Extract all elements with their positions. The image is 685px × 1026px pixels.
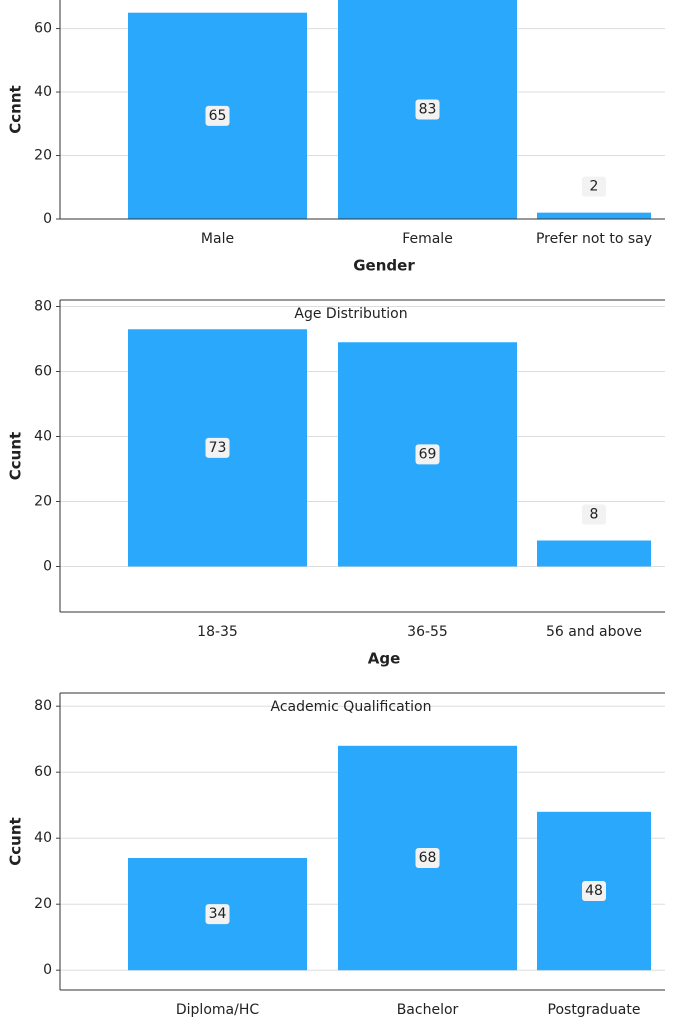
chart-title: Academic Qualification [271,699,432,715]
value-label-box [582,881,606,901]
y-tick-label: 20 [34,896,52,912]
y-tick-label: 0 [43,962,52,978]
x-tick-label: 56 and above [546,624,642,640]
value-label: 8 [590,507,599,523]
value-label-box [582,176,606,197]
y-tick-label: 60 [34,21,52,37]
value-label: 48 [585,883,603,899]
value-label: 73 [209,440,227,456]
value-label-box [582,504,606,525]
x-tick-label: Diploma/HC [176,1002,259,1018]
value-label: 83 [419,102,437,118]
value-label: 69 [419,446,437,462]
y-tick-label: 60 [34,764,52,780]
value-label-box [205,437,230,458]
y-tick-label: 80 [34,698,52,714]
y-tick-label: 40 [34,84,52,100]
value-label: 2 [590,179,599,195]
y-tick-label: 40 [34,830,52,846]
y-tick-label: 80 [34,299,52,315]
value-label-box [415,99,440,120]
y-tick-label: 0 [43,559,52,575]
x-axis-label: Gender [353,257,415,275]
bar [537,540,651,567]
x-tick-label: Female [402,231,453,247]
value-label: 65 [209,108,227,124]
x-tick-label: 18-35 [197,624,238,640]
x-tick-label: Prefer not to say [536,231,652,247]
value-label: 34 [209,906,227,922]
value-label-box [205,105,230,126]
bar [537,212,651,219]
y-axis-label: Ccunt [7,432,25,480]
x-axis-label: Age [368,650,401,668]
y-tick-label: 20 [34,148,52,164]
value-label-box [415,848,440,868]
value-label-box [415,444,440,465]
bars [128,745,651,971]
chart: 0 20 40 60 80 73 18-35 69 36-55 8 56 and above Age … [7,299,665,668]
bars [128,329,651,567]
x-tick-label: 36-55 [407,624,448,640]
y-axis-label: Ccunt [7,817,25,865]
y-tick-label: 60 [34,364,52,380]
x-tick-label: Bachelor [397,1002,459,1018]
y-axis-label: Ccnnt [7,85,25,133]
chart: 0 20 40 60 65 Male 83 Female 2 Prefer not to say G… [7,0,665,275]
y-tick-label: 20 [34,494,52,510]
value-label-box [205,904,230,925]
chart: 0 20 40 60 80 34 Diploma/HC 68 Bachelor 48 Postgra… [7,692,665,1018]
y-tick-label: 40 [34,429,52,445]
x-tick-label: Male [201,231,234,247]
chart-title: Age Distribution [294,306,407,322]
y-tick-label: 0 [43,211,52,227]
value-label: 68 [419,850,437,866]
x-tick-label: Postgraduate [548,1002,641,1018]
